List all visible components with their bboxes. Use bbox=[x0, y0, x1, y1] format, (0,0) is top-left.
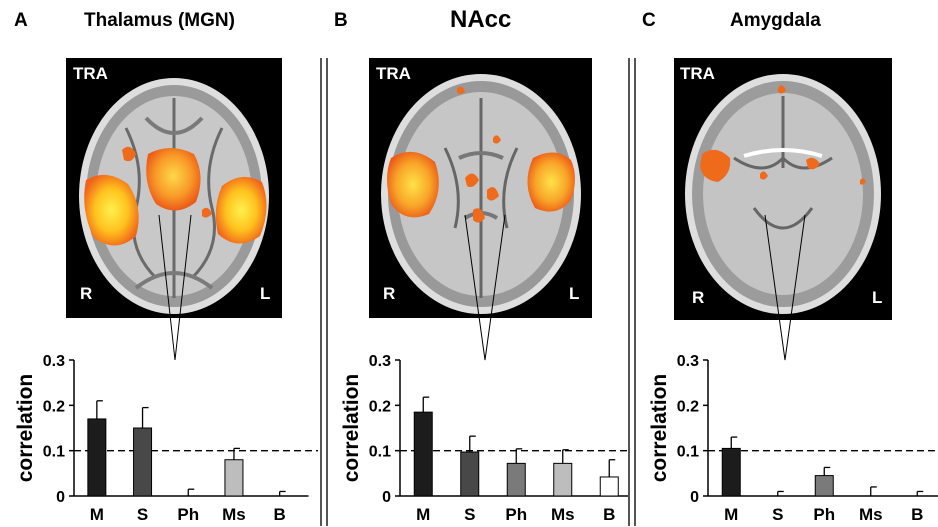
y-tick-label: 0.3 bbox=[43, 353, 65, 370]
bar bbox=[133, 427, 153, 497]
panel-title: NAcc bbox=[450, 6, 512, 33]
bar bbox=[460, 451, 480, 497]
bar bbox=[721, 447, 741, 497]
bar bbox=[413, 411, 433, 497]
x-tick-label: M bbox=[90, 505, 104, 524]
view-label: TRA bbox=[73, 64, 108, 83]
brain-scan-graphic bbox=[381, 74, 581, 314]
y-tick-label: 0.1 bbox=[369, 444, 391, 461]
x-tick-label: S bbox=[464, 505, 475, 524]
y-tick-label: 0.1 bbox=[677, 444, 699, 461]
panel-letter: B bbox=[334, 10, 348, 31]
bar bbox=[506, 462, 526, 497]
brain-image: TRA R L bbox=[66, 58, 282, 318]
panel-title: Thalamus (MGN) bbox=[84, 10, 235, 31]
x-tick-label: Ms bbox=[551, 505, 575, 524]
x-tick-label: M bbox=[724, 505, 738, 524]
panel-letter: A bbox=[14, 10, 28, 31]
x-tick-label: Ms bbox=[859, 505, 883, 524]
bar bbox=[599, 476, 619, 497]
callout-line bbox=[764, 214, 806, 361]
bar-chart: 0 0.1 0.2 0.3 correlation M S Ph Ms B bbox=[648, 214, 938, 524]
x-tick-label: Ph bbox=[813, 505, 835, 524]
y-tick-label: 0.1 bbox=[43, 444, 65, 461]
y-tick-label: 0.2 bbox=[677, 398, 699, 415]
view-label: TRA bbox=[376, 64, 411, 83]
callout-line bbox=[158, 214, 192, 361]
y-axis-label: correlation bbox=[14, 374, 37, 483]
bar-chart: 0 0.1 0.2 0.3 correlation M S Ph Ms B bbox=[14, 214, 318, 524]
x-tick-label: Ph bbox=[177, 505, 199, 524]
right-label: R bbox=[692, 288, 705, 307]
bar-chart: 0 0.1 0.2 0.3 correlation M S Ph Ms B bbox=[340, 214, 630, 524]
x-tick-label: Ph bbox=[505, 505, 527, 524]
y-tick-label: 0 bbox=[690, 489, 699, 506]
y-tick-label: 0.2 bbox=[43, 398, 65, 415]
left-label: L bbox=[260, 284, 271, 303]
panel-divider bbox=[326, 58, 328, 526]
y-axis-label: correlation bbox=[340, 374, 363, 483]
y-tick-label: 0.3 bbox=[369, 353, 391, 370]
right-label: R bbox=[383, 284, 396, 303]
panel-letter: C bbox=[642, 10, 656, 31]
callout-line bbox=[464, 214, 506, 361]
x-tick-label: Ms bbox=[222, 505, 246, 524]
left-label: L bbox=[569, 284, 580, 303]
x-tick-label: S bbox=[137, 505, 148, 524]
x-tick-label: B bbox=[911, 505, 923, 524]
y-axis-label: correlation bbox=[648, 374, 671, 483]
panel-divider bbox=[320, 58, 322, 526]
bar bbox=[87, 418, 107, 497]
view-label: TRA bbox=[680, 64, 715, 83]
x-tick-label: B bbox=[603, 505, 615, 524]
bar bbox=[814, 475, 834, 497]
panel-title: Amygdala bbox=[730, 10, 821, 31]
y-tick-label: 0 bbox=[56, 489, 65, 506]
x-tick-label: M bbox=[416, 505, 430, 524]
x-tick-label: B bbox=[274, 505, 286, 524]
brain-scan-graphic bbox=[79, 78, 269, 314]
brain-image: TRA R L bbox=[369, 58, 592, 318]
left-label: L bbox=[872, 288, 883, 307]
y-tick-label: 0.3 bbox=[677, 353, 699, 370]
bar bbox=[224, 459, 244, 497]
panel-b: B NAcc TRA R L 0 0.1 0.2 0.3 correlation M S Ph… bbox=[330, 0, 630, 527]
panel-divider bbox=[634, 58, 636, 526]
bar bbox=[553, 462, 573, 497]
panel-a: A Thalamus (MGN) TRA R L 0 bbox=[0, 0, 318, 527]
x-tick-label: S bbox=[772, 505, 783, 524]
y-tick-label: 0 bbox=[382, 489, 391, 506]
right-label: R bbox=[80, 284, 93, 303]
brain-image: TRA R L bbox=[674, 58, 892, 320]
y-tick-label: 0.2 bbox=[369, 398, 391, 415]
brain-scan-graphic bbox=[685, 74, 881, 314]
panel-divider bbox=[628, 58, 630, 526]
panel-c: C Amygdala TRA R L 0 0.1 0.2 0.3 correlation… bbox=[638, 0, 938, 527]
